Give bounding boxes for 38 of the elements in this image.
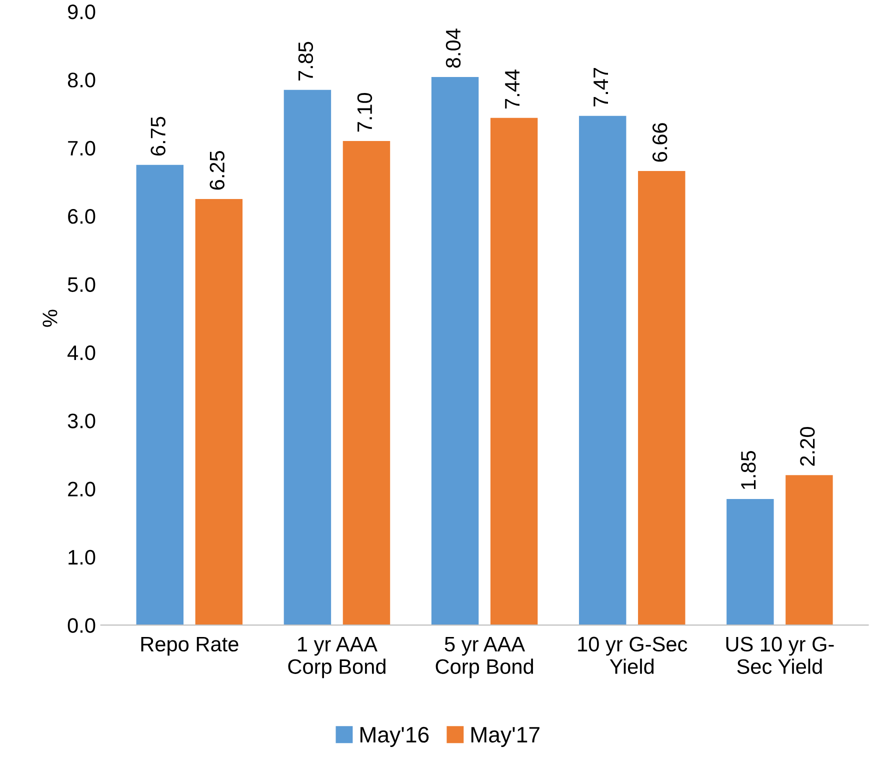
data-label: 6.25 — [210, 150, 225, 190]
legend-label: May'16 — [360, 726, 429, 747]
legend-label: May'17 — [471, 727, 540, 747]
y-tick-label: 3.0 — [68, 414, 96, 428]
x-tick-label: 1 yr AAA Corp Bond — [288, 636, 386, 678]
bar — [490, 118, 538, 626]
bar — [726, 498, 774, 626]
x-tick-label: US 10 yr G- Sec Yield — [726, 636, 834, 674]
y-tick-label: 9.0 — [68, 4, 96, 20]
data-label: 7.47 — [594, 68, 608, 106]
y-tick-label: 5.0 — [68, 277, 96, 292]
bar — [342, 141, 390, 626]
bar — [136, 164, 184, 626]
y-tick-label: 2.0 — [68, 482, 96, 497]
data-label: 6.66 — [652, 123, 668, 162]
data-label: 2.20 — [800, 427, 815, 466]
y-tick-label: 8.0 — [68, 72, 96, 88]
y-tick-label: 1.0 — [68, 550, 96, 565]
x-tick-label: 10 yr G-Sec Yield — [578, 636, 688, 674]
y-tick-label: 0.0 — [68, 618, 96, 633]
bar — [195, 198, 243, 626]
y-tick-label: 7.0 — [68, 140, 96, 156]
y-axis-title: % — [42, 310, 58, 327]
data-label: 7.85 — [298, 42, 314, 81]
bar — [578, 116, 626, 626]
y-tick-label: 6.0 — [68, 209, 96, 224]
data-label: 1.85 — [741, 450, 756, 490]
bar — [638, 171, 686, 626]
bar — [284, 90, 332, 626]
data-label: 6.75 — [150, 116, 166, 156]
bar — [786, 475, 833, 626]
y-tick-label: 4.0 — [68, 345, 96, 360]
x-tick-label: Repo Rate — [141, 636, 238, 656]
data-label: 7.10 — [357, 92, 372, 132]
data-label: 7.44 — [505, 70, 520, 108]
data-label: 8.04 — [446, 28, 461, 68]
bar — [431, 76, 479, 626]
x-tick-label: 5 yr AAA Corp Bond — [436, 636, 534, 678]
